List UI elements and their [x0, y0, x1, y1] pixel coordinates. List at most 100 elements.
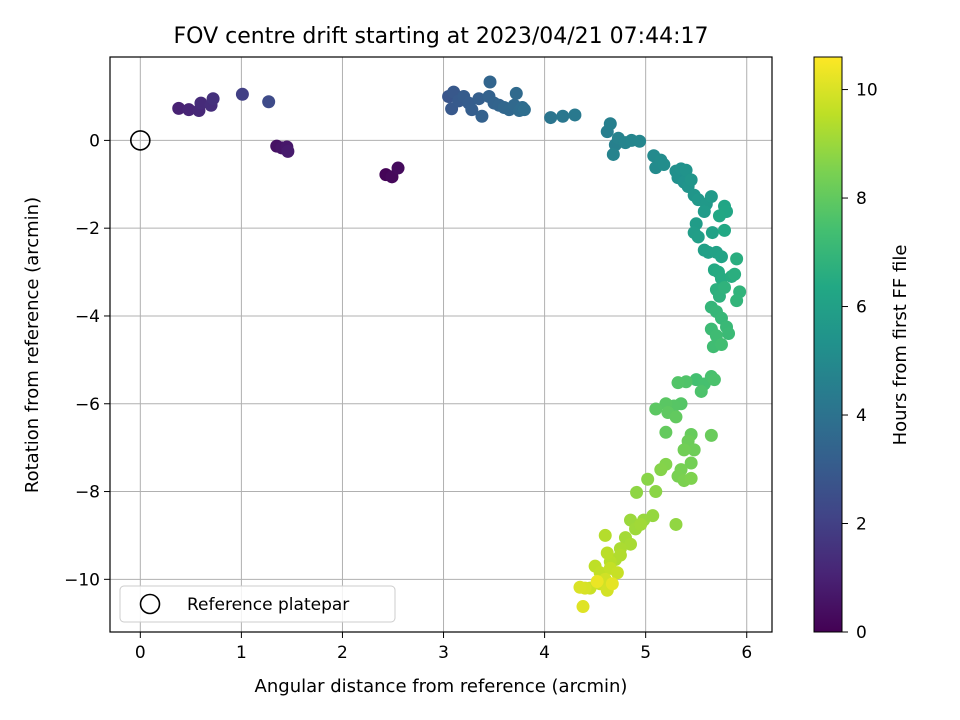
data-point [669, 410, 683, 424]
data-point [262, 95, 276, 109]
data-point [465, 103, 479, 117]
data-point [728, 267, 742, 281]
data-point [649, 485, 663, 499]
data-point [684, 173, 698, 187]
plot-frame [109, 56, 773, 633]
colorbar-tick-label: 8 [856, 189, 867, 209]
y-tick-label: −6 [75, 395, 100, 415]
data-point [704, 190, 718, 204]
colorbar: 0 2 4 6 8 10 Hours from first FF file [813, 56, 911, 643]
data-point [687, 443, 701, 457]
colorbar-tick-label: 0 [856, 623, 867, 643]
legend-box [119, 585, 396, 623]
data-point [556, 109, 570, 123]
data-point [677, 443, 691, 457]
y-tick-label: −4 [75, 307, 100, 327]
x-tick-label: 2 [337, 643, 348, 663]
data-point [610, 566, 624, 580]
y-tick-label: −8 [75, 483, 100, 503]
data-point [605, 577, 619, 591]
data-point [714, 338, 728, 351]
data-point [717, 280, 731, 294]
x-tick-label: 1 [236, 643, 247, 663]
y-tick-label: 0 [89, 131, 100, 151]
data-point [172, 101, 186, 115]
reference-point [130, 130, 151, 151]
data-point [194, 96, 208, 110]
data-point [281, 144, 295, 158]
data-point [654, 463, 668, 477]
data-point [472, 92, 486, 106]
y-tick-label: −2 [75, 219, 100, 239]
x-tick-label: 4 [539, 643, 550, 663]
data-point [182, 103, 196, 117]
data-point [669, 517, 683, 531]
colorbar-label: Hours from first FF file [890, 245, 911, 446]
data-point [714, 250, 728, 264]
data-point [691, 230, 705, 244]
data-point [634, 517, 648, 531]
reference-marker [130, 130, 151, 151]
data-point [576, 600, 590, 614]
colorbar-tick-label: 2 [856, 515, 867, 535]
data-point [679, 163, 693, 177]
data-point [657, 158, 671, 172]
grid-lines [110, 57, 772, 632]
colorbar-tick-label: 4 [856, 406, 867, 426]
data-points [172, 75, 747, 614]
data-point [509, 86, 523, 100]
data-point [730, 294, 744, 308]
data-point [684, 456, 698, 470]
data-point [573, 580, 587, 594]
data-point [707, 373, 721, 387]
data-point [475, 109, 489, 123]
data-point [671, 376, 685, 390]
data-point [606, 147, 620, 161]
chart-title: FOV centre drift starting at 2023/04/21 … [174, 24, 709, 49]
data-point [704, 428, 718, 442]
data-point [590, 575, 604, 589]
data-point [630, 485, 644, 499]
x-tick-label: 6 [741, 643, 752, 663]
x-tick-label: 3 [438, 643, 449, 663]
data-point [568, 108, 582, 122]
data-point [697, 205, 711, 219]
data-point [600, 546, 614, 560]
data-point [659, 425, 673, 439]
data-point [712, 209, 726, 223]
data-point [483, 75, 497, 89]
x-tick-label: 0 [135, 643, 146, 663]
data-point [641, 472, 655, 486]
data-point [613, 548, 627, 562]
data-point [722, 327, 736, 341]
y-tick-label: −10 [64, 570, 100, 590]
data-point [517, 103, 531, 117]
colorbar-tick-label: 6 [856, 298, 867, 318]
x-tick-label: 5 [640, 643, 651, 663]
colorbar-ticks: 0 2 4 6 8 10 [842, 81, 878, 643]
data-point [206, 92, 220, 106]
data-point [705, 226, 719, 240]
data-point [235, 87, 249, 101]
data-point [603, 117, 617, 131]
x-axis-ticks: 0 1 2 3 4 5 6 [135, 632, 752, 663]
data-point [649, 402, 663, 416]
data-point [684, 471, 698, 485]
data-point [730, 252, 744, 266]
legend: Reference platepar [119, 585, 396, 623]
data-point [624, 537, 638, 551]
y-axis-label: Rotation from reference (arcmin) [22, 197, 43, 493]
colorbar-gradient [813, 56, 843, 633]
y-axis-ticks: −10 −8 −6 −4 −2 0 [64, 131, 110, 590]
data-point [717, 223, 731, 237]
x-axis-label: Angular distance from reference (arcmin) [255, 676, 628, 697]
data-point [598, 528, 612, 542]
data-point [633, 134, 647, 148]
data-point [544, 111, 558, 125]
legend-label: Reference platepar [187, 595, 349, 615]
data-point [694, 384, 708, 398]
data-point [391, 161, 405, 175]
colorbar-tick-label: 10 [856, 81, 878, 101]
legend-marker-reference [139, 593, 161, 615]
